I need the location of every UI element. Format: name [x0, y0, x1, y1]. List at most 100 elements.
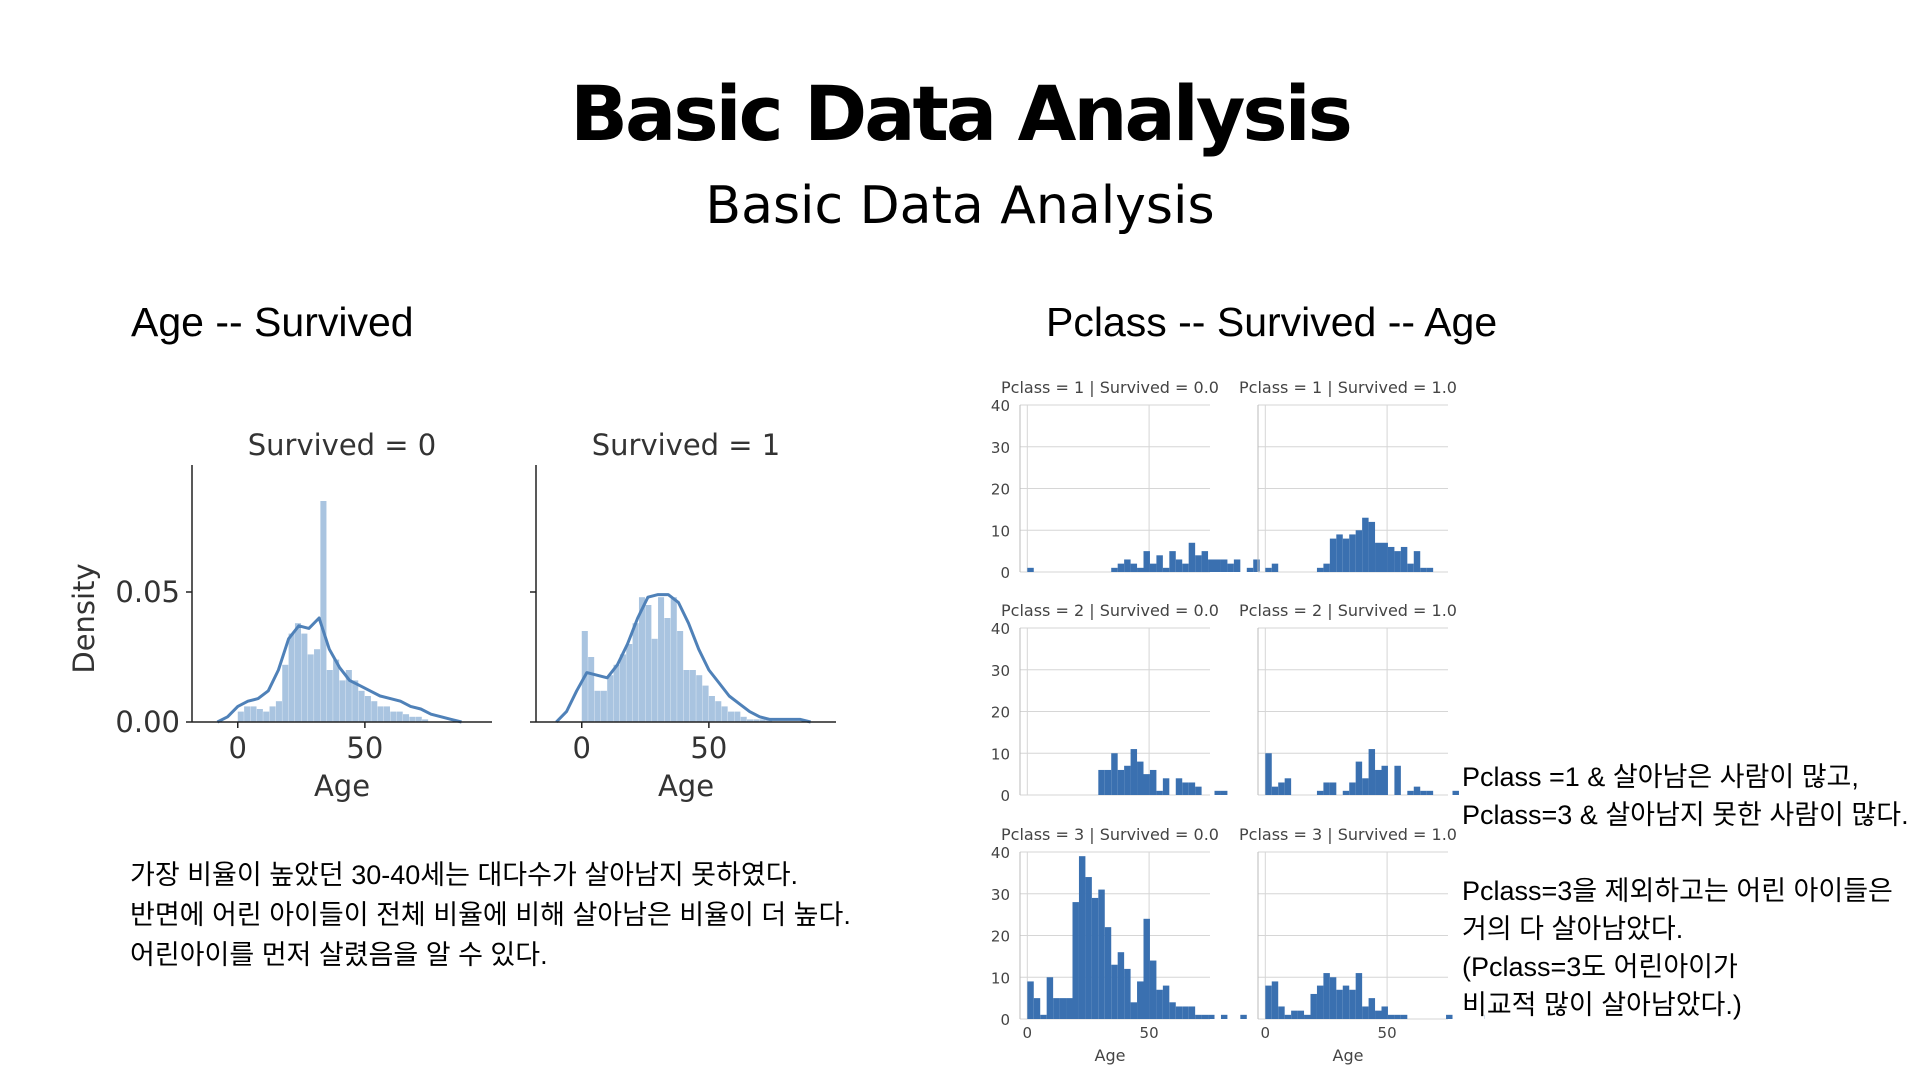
histogram-bar — [1201, 1014, 1209, 1019]
histogram-bar — [345, 670, 352, 722]
left-description: 가장 비율이 높았던 30-40세는 대다수가 살아남지 못하였다. 반면에 어… — [130, 855, 851, 975]
histogram-bar — [1291, 1010, 1298, 1019]
histogram-bar — [1316, 790, 1324, 795]
histogram-bar — [383, 706, 391, 722]
histogram-bar — [1143, 918, 1150, 1019]
histogram-bar — [371, 701, 378, 722]
facet-title: Pclass = 1 | Survived = 0.0 — [1001, 378, 1219, 397]
x-axis-label: Age — [314, 769, 370, 803]
histogram-bar — [734, 711, 741, 722]
panel-title: Survived = 1 — [592, 428, 781, 462]
histogram-bar — [390, 711, 397, 722]
histogram-bar — [1162, 778, 1170, 795]
x-tick-label: 50 — [1140, 1024, 1159, 1042]
histogram-bar — [1329, 782, 1337, 795]
histogram-bar — [333, 659, 340, 722]
histogram-bar — [1162, 567, 1170, 572]
histogram-bar — [1271, 981, 1279, 1019]
histogram-bar — [396, 711, 403, 722]
right-description-line: (Pclass=3도 어린아이가 — [1462, 952, 1738, 982]
histogram-bar — [721, 706, 728, 722]
left-description-line: 가장 비율이 높았던 30-40세는 대다수가 살아남지 못하였다. — [130, 860, 799, 890]
histogram-bar — [1284, 778, 1292, 795]
right-description-line: Pclass=3 & 살아남지 못한 사람이 많다. — [1462, 800, 1909, 830]
y-tick-label: 10 — [991, 522, 1010, 540]
histogram-bar — [1227, 563, 1234, 572]
x-tick-label: 50 — [346, 731, 383, 765]
histogram-bar — [1111, 567, 1118, 572]
y-tick-label: 30 — [991, 662, 1010, 680]
histogram-bar — [1381, 765, 1388, 795]
histogram-bar — [1329, 977, 1337, 1019]
y-tick-label: 20 — [991, 928, 1010, 946]
y-tick-label: 30 — [991, 439, 1010, 457]
right-description-line — [1462, 834, 1909, 872]
histogram-bar — [1452, 790, 1459, 795]
y-tick-label: 10 — [991, 969, 1010, 987]
histogram-bar — [600, 690, 607, 722]
histogram-bar — [1195, 555, 1202, 572]
facet-title: Pclass = 3 | Survived = 1.0 — [1239, 825, 1457, 844]
facet-title: Pclass = 3 | Survived = 0.0 — [1001, 825, 1219, 844]
histogram-bar — [1265, 753, 1272, 795]
histogram-bar — [256, 709, 263, 722]
x-tick-label: 0 — [573, 731, 591, 765]
histogram-bar — [263, 711, 270, 722]
histogram-bar — [588, 657, 595, 722]
histogram-bar — [1137, 761, 1144, 795]
histogram-bar — [294, 623, 302, 722]
histogram-bar — [415, 716, 422, 722]
histogram-bar — [1169, 1002, 1176, 1019]
histogram-bar — [1355, 973, 1363, 1019]
histogram-bar — [275, 701, 282, 722]
histogram-bar — [619, 654, 626, 722]
histogram-bar — [1188, 1006, 1196, 1019]
histogram-bar — [670, 597, 677, 722]
histogram-bar — [1124, 765, 1131, 795]
histogram-bar — [702, 685, 709, 722]
facet-panel: Pclass = 3 | Survived = 1.0 0 50 Age — [1239, 825, 1485, 1065]
histogram-bar — [1078, 856, 1086, 1019]
histogram-bar — [1098, 889, 1105, 1019]
histogram-bar — [307, 654, 314, 722]
x-axis-label: Age — [1095, 1046, 1126, 1065]
histogram-bar — [1355, 761, 1363, 795]
histogram-bar — [1426, 790, 1434, 795]
kde-line — [216, 616, 462, 724]
histogram-bar — [1182, 1006, 1189, 1019]
histogram-bar — [288, 633, 295, 722]
x-tick-label: 0 — [229, 731, 247, 765]
histogram-bar — [632, 623, 639, 722]
histogram-bar — [1394, 551, 1401, 572]
histogram-bar — [1342, 790, 1350, 795]
histogram-bar — [403, 714, 410, 722]
kde-line — [555, 593, 811, 724]
histogram-bar — [747, 719, 754, 722]
histogram-bar — [1368, 749, 1376, 795]
histogram-bar — [1387, 1014, 1395, 1019]
histogram-bar — [1059, 998, 1067, 1019]
histogram-bar — [1188, 542, 1196, 572]
histogram-bar — [1104, 769, 1112, 795]
histogram-bar — [1368, 998, 1376, 1019]
panel-title: Survived = 0 — [248, 428, 437, 462]
histogram-bar — [1375, 1010, 1382, 1019]
histogram-bar — [1156, 989, 1163, 1019]
histogram-bar — [1336, 989, 1343, 1019]
histogram-bar — [1394, 1014, 1401, 1019]
histogram-bar — [1426, 567, 1434, 572]
histogram-bar — [1111, 964, 1118, 1019]
y-tick-label: 0 — [1000, 564, 1010, 582]
histogram-bar — [326, 670, 333, 722]
histogram-bar — [683, 670, 690, 722]
density-panel-survived-0: 0 50 0.00 0.05 Survived = 0 Age — [115, 428, 492, 803]
y-tick-label: 30 — [991, 886, 1010, 904]
right-description-line: 거의 다 살아남았다. — [1462, 914, 1684, 944]
histogram-bar — [339, 680, 346, 722]
histogram-bar — [1149, 769, 1157, 795]
histogram-bar — [301, 633, 308, 722]
histogram-bar — [613, 664, 620, 722]
histogram-bar — [1124, 559, 1131, 572]
x-tick-label: 0 — [1023, 1024, 1033, 1042]
histogram-bar — [1278, 782, 1285, 795]
